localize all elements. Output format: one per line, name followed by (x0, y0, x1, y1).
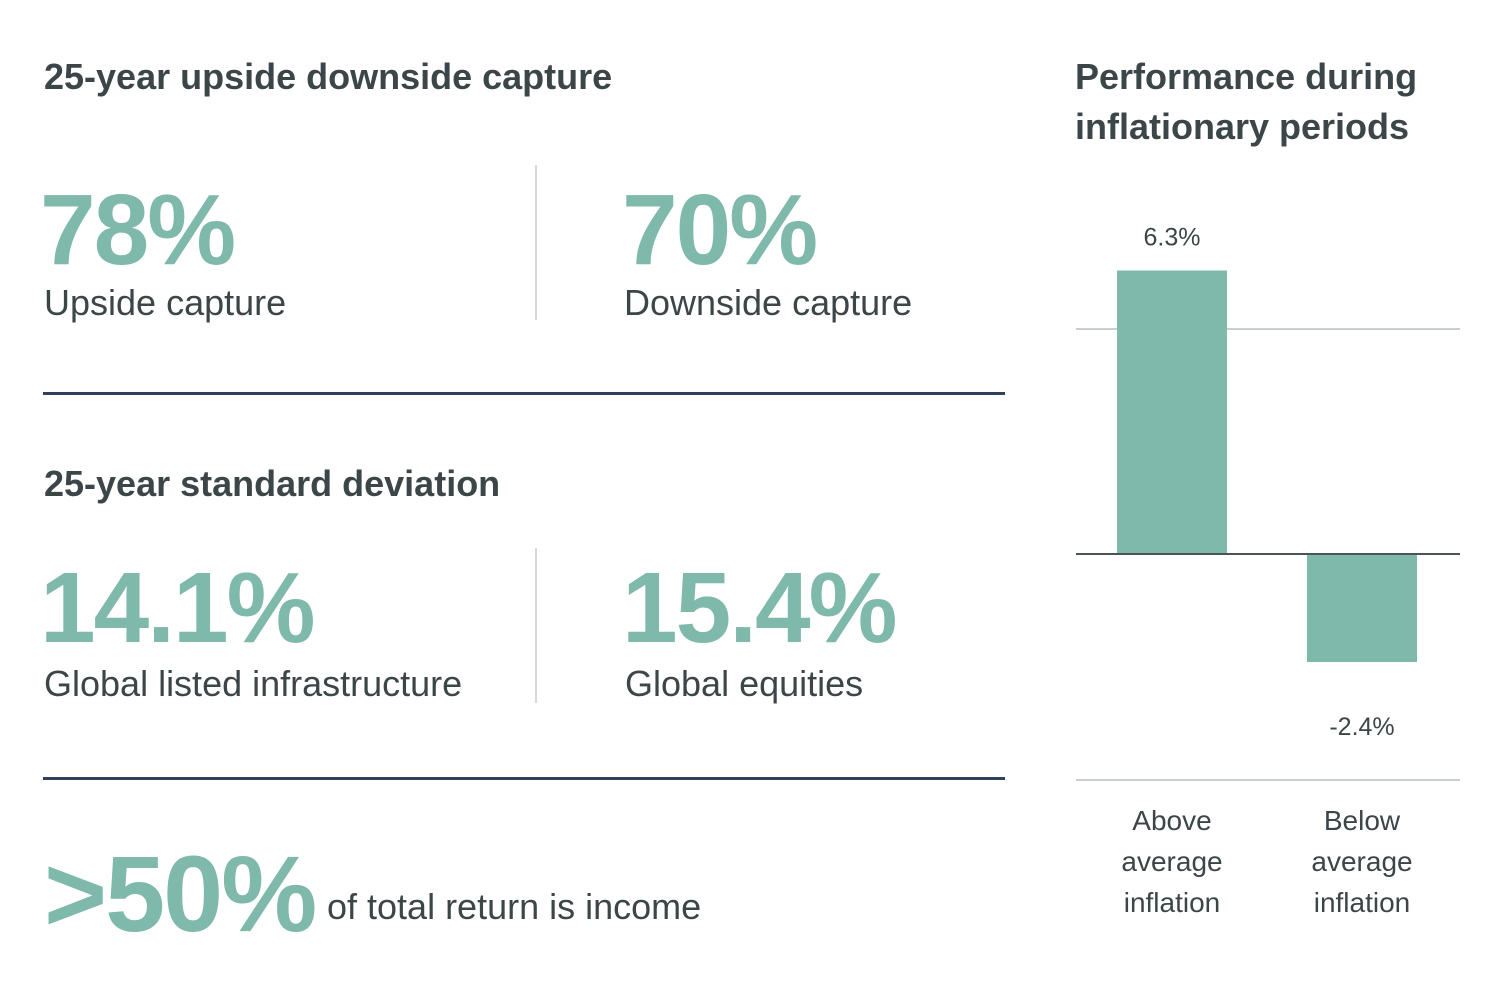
category-label-1-line-0: Below (1324, 805, 1401, 836)
deviation-heading: 25-year standard deviation (44, 463, 501, 504)
inflation-bar-chart: 6.3% -2.4% Above average inflation Below avera… (1076, 200, 1460, 940)
category-label-0-line-0: Above (1132, 805, 1211, 836)
infrastructure-deviation-value: 14.1% (40, 552, 316, 664)
data-label-0: 6.3% (1144, 224, 1201, 252)
income-share-value: >50% (44, 833, 317, 954)
data-label-1: -2.4% (1329, 713, 1394, 741)
equities-deviation-label: Global equities (625, 663, 864, 704)
chart-canvas: 6.3% -2.4% Above average inflation Below avera… (1076, 224, 1460, 918)
bar-1 (1307, 554, 1417, 662)
capture-heading: 25-year upside downside capture (44, 56, 613, 97)
bar-0 (1117, 270, 1227, 554)
infrastructure-deviation-label: Global listed infrastructure (44, 663, 463, 704)
category-label-1-line-1: average (1311, 846, 1412, 877)
capture-divider (535, 165, 537, 320)
income-share-label: of total return is income (327, 886, 702, 927)
upside-capture-value: 78% (40, 174, 236, 286)
downside-capture-label: Downside capture (624, 282, 913, 323)
category-label-0-line-1: average (1121, 846, 1222, 877)
category-label-0-line-2: inflation (1124, 887, 1221, 918)
upside-capture-label: Upside capture (44, 282, 287, 323)
chart-title: Performance during inflationary periods (1075, 56, 1418, 147)
section-rule-2 (43, 777, 1005, 780)
section-rule-1 (43, 392, 1005, 395)
category-label-1-line-2: inflation (1314, 887, 1411, 918)
downside-capture-value: 70% (622, 174, 818, 286)
equities-deviation-value: 15.4% (622, 552, 898, 664)
deviation-divider (535, 548, 537, 703)
